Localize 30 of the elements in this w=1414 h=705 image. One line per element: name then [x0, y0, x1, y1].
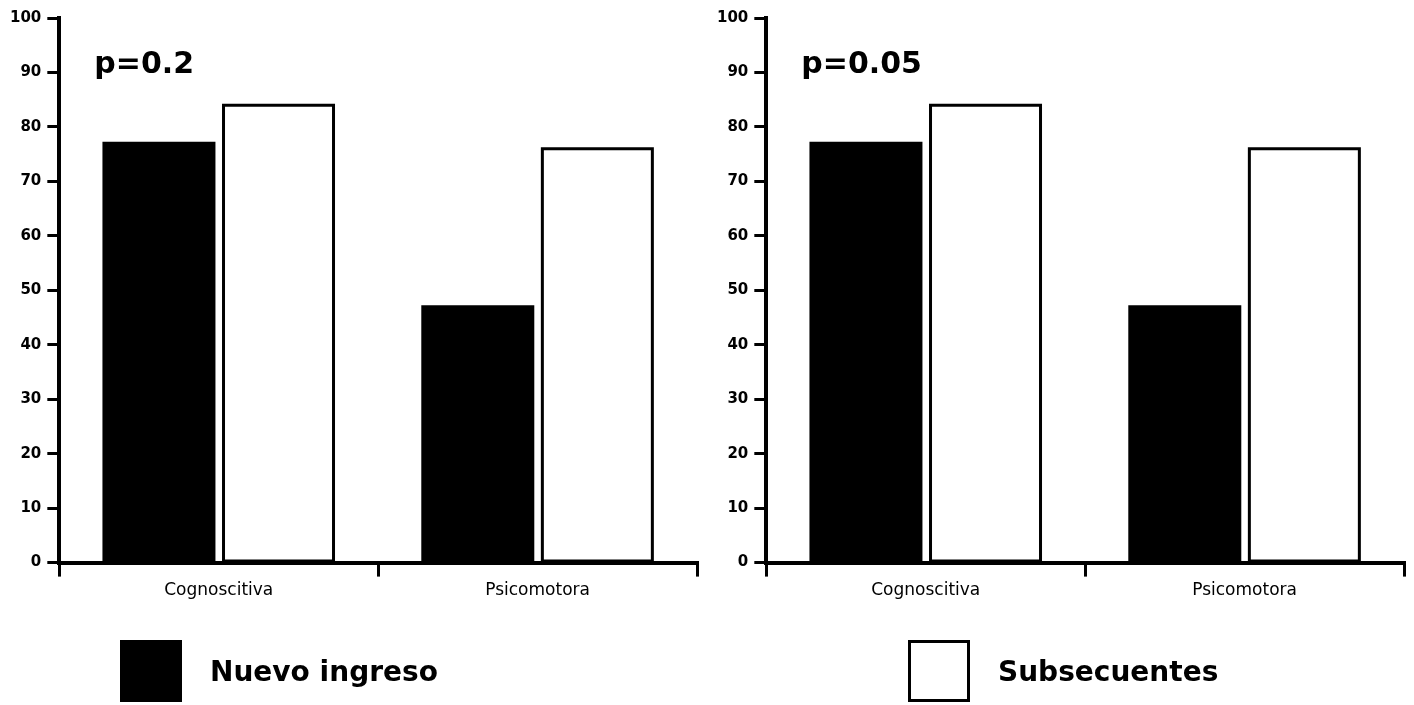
y-tick-label: 0 — [737, 552, 749, 571]
legend-label: Nuevo ingreso — [210, 654, 438, 688]
y-tick-label: 50 — [20, 280, 42, 299]
x-tick-label: Psicomotora — [485, 579, 590, 600]
y-tick-label: 10 — [20, 498, 42, 517]
y-tick-label: 100 — [10, 7, 42, 26]
x-tick-label: Cognoscitiva — [164, 579, 274, 600]
y-tick-label: 30 — [727, 389, 749, 408]
legend-label: Subsecuentes — [998, 654, 1219, 688]
y-tick-label: 70 — [20, 171, 42, 190]
y-tick-label: 10 — [727, 498, 749, 517]
y-tick-label: 60 — [727, 225, 749, 244]
y-tick-label: 20 — [727, 443, 749, 462]
y-tick-label: 40 — [20, 334, 42, 353]
annotation: p=0.05 — [801, 45, 922, 80]
y-tick-label: 30 — [20, 389, 42, 408]
y-tick-label: 50 — [727, 280, 749, 299]
y-tick-label: 40 — [727, 334, 749, 353]
annotation: p=0.2 — [94, 45, 195, 80]
x-tick-label: Psicomotora — [1192, 579, 1297, 600]
y-tick-label: 20 — [20, 443, 42, 462]
y-tick-label: 90 — [20, 62, 42, 81]
y-tick-label: 70 — [727, 171, 749, 190]
y-tick-label: 100 — [717, 7, 749, 26]
y-tick-label: 60 — [20, 225, 42, 244]
y-tick-label: 80 — [727, 116, 749, 135]
y-tick-label: 0 — [30, 552, 42, 571]
x-tick-label: Cognoscitiva — [871, 579, 981, 600]
y-tick-label: 80 — [20, 116, 42, 135]
y-tick-label: 90 — [727, 62, 749, 81]
